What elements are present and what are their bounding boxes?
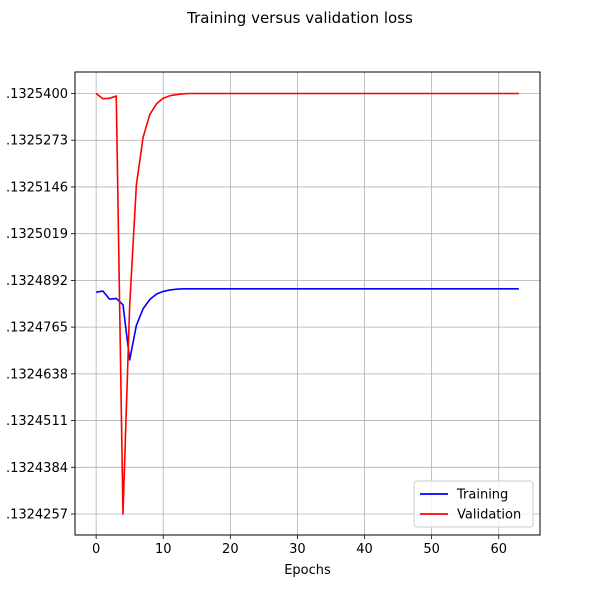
x-tick-label: 30 xyxy=(289,542,306,557)
x-tick-label: 60 xyxy=(490,542,507,557)
y-tick-label: .1325146 xyxy=(6,180,68,195)
x-tick-label: 50 xyxy=(423,542,440,557)
y-tick-label: .1324765 xyxy=(6,321,68,336)
y-tick-label: .1325273 xyxy=(6,134,68,149)
y-tick-label: .1324511 xyxy=(6,414,68,429)
series-layer xyxy=(95,92,519,515)
legend-box xyxy=(413,480,534,528)
series-line-training xyxy=(96,288,519,361)
y-tick-label: .1324892 xyxy=(6,274,68,289)
chart-title: Training versus validation loss xyxy=(187,9,413,27)
legend-label-training: Training xyxy=(456,488,508,503)
x-tick-label: 40 xyxy=(356,542,373,557)
x-tick-label: 10 xyxy=(155,542,172,557)
legend: Training Validation xyxy=(413,480,534,528)
legend-label-validation: Validation xyxy=(457,508,521,523)
grid-layer xyxy=(75,72,540,535)
y-tick-label: .1324257 xyxy=(6,508,68,523)
series-line-validation xyxy=(95,92,519,515)
y-tick-label: .1324384 xyxy=(6,461,68,476)
y-tick-label: .1325400 xyxy=(6,87,68,102)
x-tick-label: 20 xyxy=(222,542,239,557)
y-tick-label: .1325019 xyxy=(6,227,68,242)
y-tick-label: .1324638 xyxy=(6,367,68,382)
x-axis-label: Epochs xyxy=(284,563,331,578)
x-tick-label: 0 xyxy=(92,542,100,557)
plot-area-frame xyxy=(74,71,541,536)
axis-ticks: 0 10 20 30 40 50 60 .1324257 .1324384 .1324511 .13… xyxy=(6,87,507,557)
